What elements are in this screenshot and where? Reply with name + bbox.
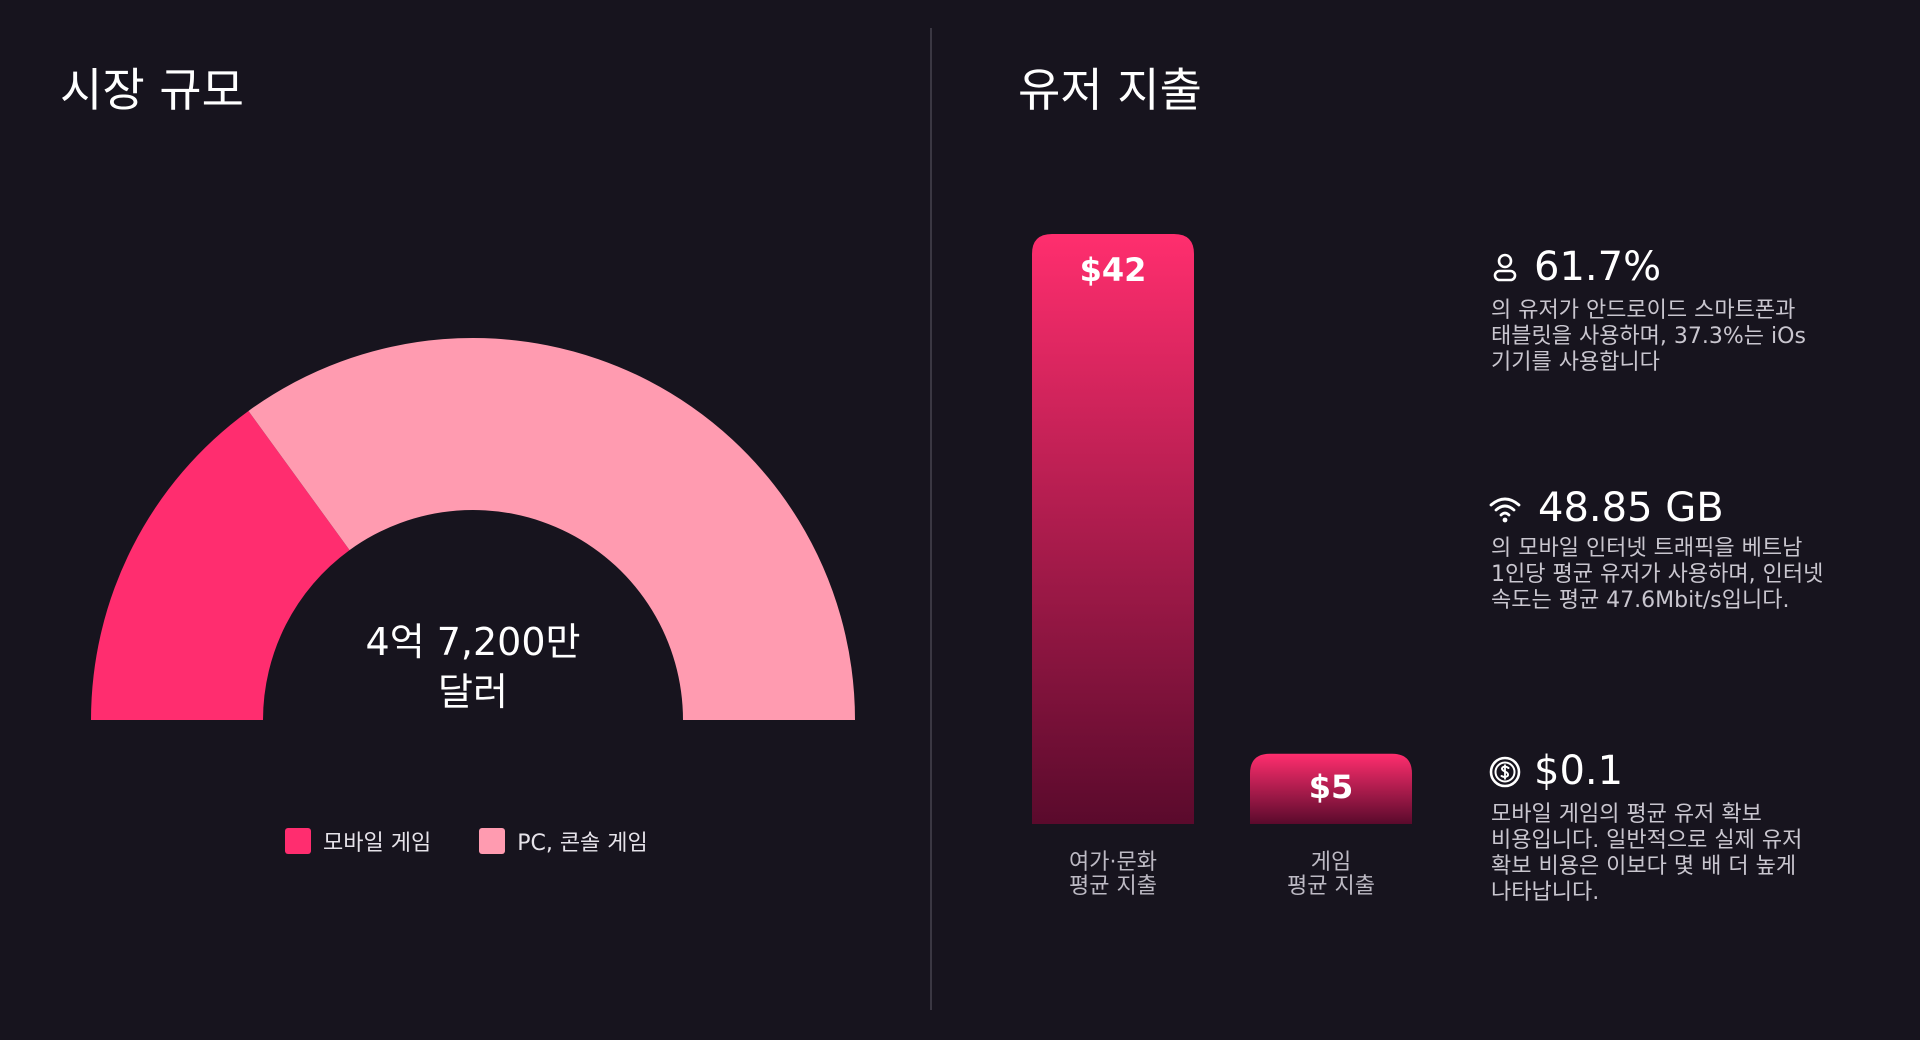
x-tick-label: 게임 평균 지출 (1287, 850, 1375, 899)
stat-text: 모바일 게임의 평균 유저 확보 비용입니다. 일반적으로 실제 유저 확보 비… (1491, 802, 1803, 905)
legend-item: 모바일 게임 (285, 825, 431, 857)
donut-segment (91, 410, 350, 720)
user-icon (1493, 253, 1517, 282)
legend-item: PC, 콘솔 게임 (479, 825, 648, 857)
stat-value: 48.85 GB (1538, 485, 1724, 531)
legend-swatch (285, 828, 311, 854)
half-donut-chart (91, 338, 856, 720)
bar (1032, 234, 1194, 824)
legend: 모바일 게임 PC, 콘솔 게임 (285, 825, 648, 857)
center-label: 4억 7,200만 달러 (365, 620, 581, 714)
legend-label: PC, 콘솔 게임 (517, 831, 648, 856)
stat-value: $0.1 (1534, 748, 1624, 794)
stat-text: 의 모바일 인터넷 트래픽을 베트남 1인당 평균 유저가 사용하며, 인터넷 … (1491, 536, 1824, 613)
wifi-icon (1489, 497, 1521, 523)
bar (1250, 753, 1412, 824)
legend-label: 모바일 게임 (323, 831, 432, 856)
divider (930, 28, 932, 1010)
bar-chart: $42 $5 (1032, 234, 1412, 824)
donut-segment (248, 338, 856, 720)
stat-value: 61.7% (1534, 244, 1662, 290)
chart-title: 시장 규모 (60, 63, 244, 117)
chart-title: 유저 지출 (1018, 63, 1202, 117)
coin-icon (1489, 756, 1521, 788)
bar-value-label: $5 (1309, 768, 1354, 806)
legend-swatch (479, 828, 506, 854)
x-tick-label: 여가·문화 평균 지출 (1069, 850, 1157, 899)
bar-value-label: $42 (1080, 251, 1147, 289)
stat-text: 의 유저가 안드로이드 스마트폰과 태블릿을 사용하며, 37.3%는 iOs … (1491, 298, 1806, 375)
